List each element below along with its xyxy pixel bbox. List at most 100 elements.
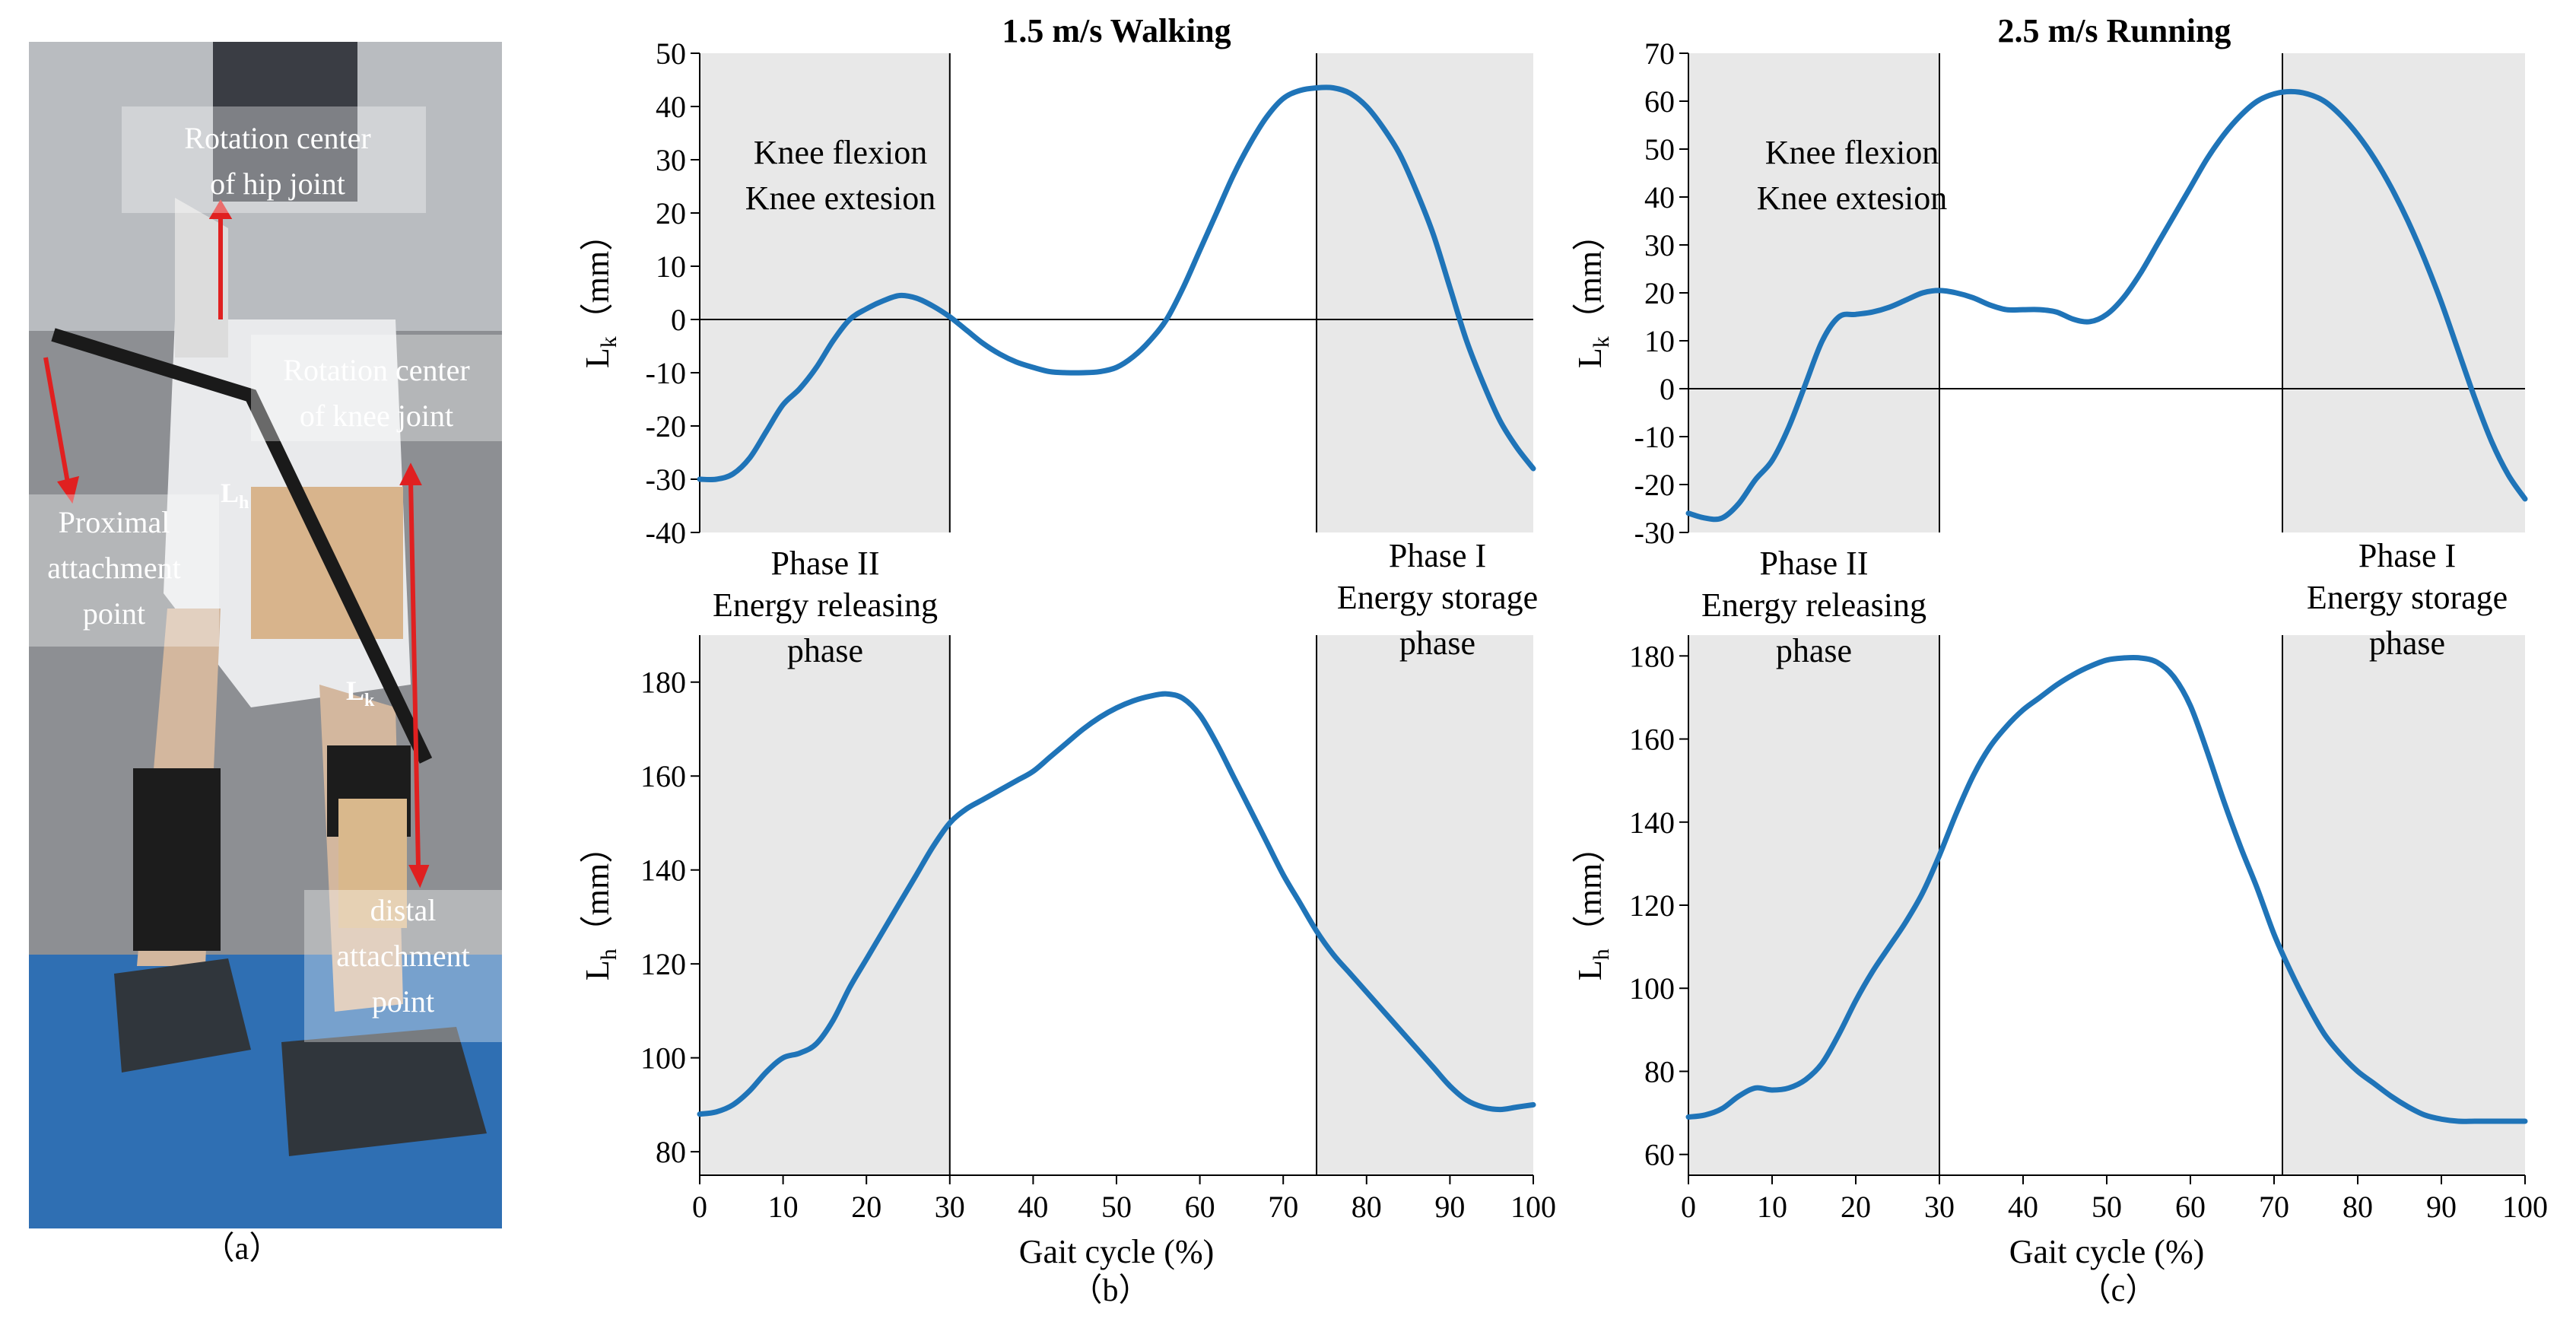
knee-annotation-line: of knee joint — [300, 399, 453, 433]
y-tick-label: 10 — [656, 249, 686, 284]
y-tick-label: 180 — [640, 666, 686, 700]
y-axis-label: Lk（mm） — [579, 218, 621, 368]
photo-arrows — [43, 199, 430, 888]
x-tick-label: 20 — [851, 1190, 881, 1224]
y-tick-label: 50 — [656, 37, 686, 71]
y-axis-label-sub: h — [1589, 949, 1614, 960]
x-tick-label: 50 — [1101, 1190, 1132, 1224]
chart-title: 1.5 m/s Walking — [1002, 12, 1231, 49]
y-axis-label-main: L — [1571, 960, 1609, 980]
y-tick-label: -20 — [1634, 468, 1675, 502]
shaded-region-0 — [1688, 53, 1939, 532]
shaded-region-1 — [2282, 635, 2525, 1175]
knee-label-box — [251, 335, 502, 441]
photo-annotations: Rotation center of hip joint Rotation cent… — [47, 121, 469, 1019]
shaded-region-0 — [700, 635, 950, 1175]
y-axis-label-main: L — [579, 348, 616, 368]
y-axis-label-unit: （mm） — [579, 830, 616, 949]
x-tick-label: 30 — [1924, 1190, 1955, 1224]
y-axis-label: Lh（mm） — [1571, 830, 1614, 980]
lk-label: Lk — [346, 675, 375, 710]
proximal-arrow — [43, 357, 71, 488]
y-tick-label: 50 — [1644, 132, 1675, 167]
proximal-annotation-line: Proximal — [59, 505, 170, 539]
lh-label-sub: h — [239, 493, 249, 513]
x-tick-label: 90 — [2426, 1190, 2457, 1224]
y-tick-label: 120 — [640, 947, 686, 981]
y-tick-label: 80 — [656, 1135, 686, 1169]
y-axis-label-main: L — [1571, 348, 1609, 368]
y-tick-label: 40 — [656, 90, 686, 124]
lk-label-sub: k — [364, 691, 375, 710]
photo-hip-plate — [175, 198, 228, 358]
hip-annotation-line: Rotation center — [184, 121, 370, 155]
chart-title: 2.5 m/s Running — [1998, 12, 2231, 49]
x-tick-label: 80 — [1352, 1190, 1382, 1224]
annotation: Energy releasing — [713, 586, 938, 624]
y-tick-label: 100 — [1629, 971, 1675, 1006]
y-tick-label: 0 — [1660, 372, 1675, 406]
panel-c-label: （c） — [2079, 1273, 2158, 1308]
annotation: Phase II — [1760, 545, 1869, 582]
y-tick-label: 140 — [1629, 806, 1675, 840]
y-axis-label-unit: （mm） — [1571, 218, 1609, 336]
photo-right-shoe — [281, 1027, 487, 1156]
series-line-Lh — [1685, 654, 2528, 1124]
proximal-annotation-line: attachment — [47, 551, 180, 585]
y-tick-label: -20 — [646, 409, 686, 443]
x-tick-label: 100 — [1510, 1190, 1556, 1224]
shaded-region-1 — [1317, 635, 1533, 1175]
annotation: Knee flexion — [1765, 134, 1939, 171]
x-axis-label: Gait cycle (%) — [1019, 1233, 1215, 1270]
y-tick-label: 40 — [1644, 180, 1675, 215]
shaded-region-1 — [1317, 53, 1533, 532]
y-tick-label: 0 — [671, 303, 686, 337]
y-axis-label-sub: k — [1589, 336, 1614, 348]
y-tick-label: 140 — [640, 853, 686, 888]
annotation: Phase I — [1389, 537, 1486, 574]
proximal-annotation-line: point — [83, 596, 145, 631]
annotation: Knee flexion — [754, 134, 927, 171]
y-axis-label: Lh（mm） — [579, 830, 621, 980]
y-tick-label: -30 — [646, 462, 686, 497]
x-tick-label: 40 — [2008, 1190, 2038, 1224]
knee-arrow-head — [399, 462, 422, 485]
knee-annotation-line: Rotation center — [283, 353, 469, 387]
y-axis-label-unit: （mm） — [1571, 830, 1609, 949]
y-tick-label: 180 — [1629, 639, 1675, 673]
y-tick-label: 20 — [1644, 276, 1675, 310]
annotation: Energy releasing — [1701, 586, 1926, 624]
y-tick-label: 10 — [1644, 324, 1675, 358]
x-tick-label: 20 — [1841, 1190, 1871, 1224]
lk-label-main: L — [346, 675, 364, 706]
annotation: Knee extesion — [1757, 180, 1947, 217]
x-tick-label: 30 — [935, 1190, 965, 1224]
x-tick-label: 40 — [1018, 1190, 1048, 1224]
y-axis-label-main: L — [579, 960, 616, 980]
chart-walk_lh: 80 100 120 140 160 180 0 10 20 30 40 50 60 70 80 90 100 G… — [579, 537, 1556, 1270]
x-tick-label: 0 — [1681, 1190, 1696, 1224]
chart-walk_lk: -40 -30 -20 -10 0 10 20 30 40 50 1.5 m/s Walking Lk… — [579, 12, 1536, 550]
y-tick-label: 30 — [1644, 228, 1675, 262]
x-tick-label: 10 — [1757, 1190, 1787, 1224]
series-line-Lh — [697, 691, 1536, 1117]
lh-label: Lh — [221, 478, 249, 513]
annotation: phase — [787, 632, 863, 669]
y-tick-label: 160 — [640, 759, 686, 793]
y-tick-label: 60 — [1644, 84, 1675, 119]
y-axis-label: Lk（mm） — [1571, 218, 1614, 368]
x-tick-label: 50 — [2092, 1190, 2122, 1224]
proximal-arrow-head — [57, 475, 80, 504]
y-tick-label: 70 — [1644, 37, 1675, 71]
y-axis-label-sub: k — [596, 336, 621, 348]
photo-panel-a: Rotation center of hip joint Rotation cent… — [29, 42, 502, 1228]
charts: -40 -30 -20 -10 0 10 20 30 40 50 1.5 m/s Walking Lk… — [579, 12, 2548, 1270]
x-tick-label: 60 — [1185, 1190, 1215, 1224]
y-tick-label: 60 — [1644, 1138, 1675, 1172]
distal-annotation-line: point — [372, 984, 434, 1019]
annotation: Energy storage — [1337, 579, 1538, 616]
proximal-label-box — [29, 494, 219, 647]
chart-run_lh: 60 80 100 120 140 160 180 0 10 20 30 40 50 60 70 80 90 10… — [1571, 537, 2548, 1270]
y-tick-label: -10 — [646, 356, 686, 390]
